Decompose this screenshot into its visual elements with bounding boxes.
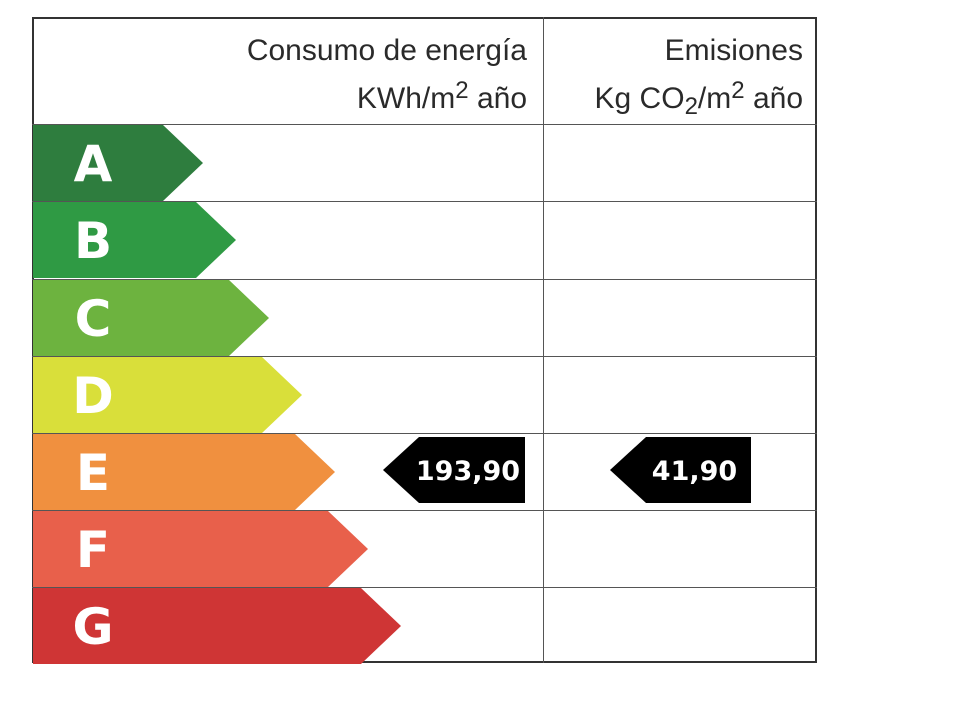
row-divider (32, 433, 817, 434)
rating-arrow-a (33, 125, 203, 201)
rating-letter-a: A (74, 135, 113, 193)
row-divider (32, 356, 817, 357)
header-divider (32, 124, 817, 125)
row-divider (32, 587, 817, 588)
energy-title: Consumo de energía (246, 34, 527, 67)
rating-arrow-e (33, 434, 335, 510)
rating-arrow-d (33, 357, 302, 433)
energy-header: Consumo de energía KWh/m2 año (247, 31, 527, 119)
emissions-unit: Kg CO2/m2 año (594, 77, 803, 120)
rating-letter-e: E (76, 444, 110, 502)
column-divider (543, 17, 544, 663)
rating-arrow-g (33, 588, 401, 664)
emissions-header: Emisiones Kg CO2/m2 año (595, 31, 803, 127)
row-divider (32, 510, 817, 511)
rating-arrow-b (33, 202, 236, 278)
rating-letter-g: G (72, 598, 113, 656)
energy-tag (383, 437, 525, 503)
rating-arrow-f (33, 511, 368, 587)
emissions-title: Emisiones (664, 34, 803, 67)
rating-letter-c: C (75, 290, 112, 348)
rating-arrow-c (33, 280, 269, 356)
emissions-tag (610, 437, 751, 503)
rating-letter-d: D (72, 367, 114, 425)
emissions-value: 41,90 (652, 456, 737, 487)
rating-letter-b: B (74, 212, 112, 270)
energy-value: 193,90 (416, 456, 520, 487)
row-divider (32, 279, 817, 280)
energy-unit: KWh/m2 año (356, 77, 527, 115)
rating-letter-f: F (76, 521, 110, 579)
row-divider (32, 201, 817, 202)
